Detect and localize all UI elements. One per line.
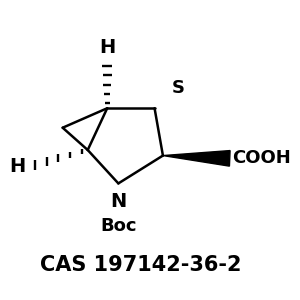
Text: H: H <box>99 38 115 57</box>
Text: Boc: Boc <box>100 217 136 235</box>
Polygon shape <box>163 151 230 166</box>
Text: COOH: COOH <box>232 149 291 167</box>
Text: CAS 197142-36-2: CAS 197142-36-2 <box>40 255 242 275</box>
Text: N: N <box>110 192 127 211</box>
Text: H: H <box>9 157 25 176</box>
Text: S: S <box>171 79 184 97</box>
